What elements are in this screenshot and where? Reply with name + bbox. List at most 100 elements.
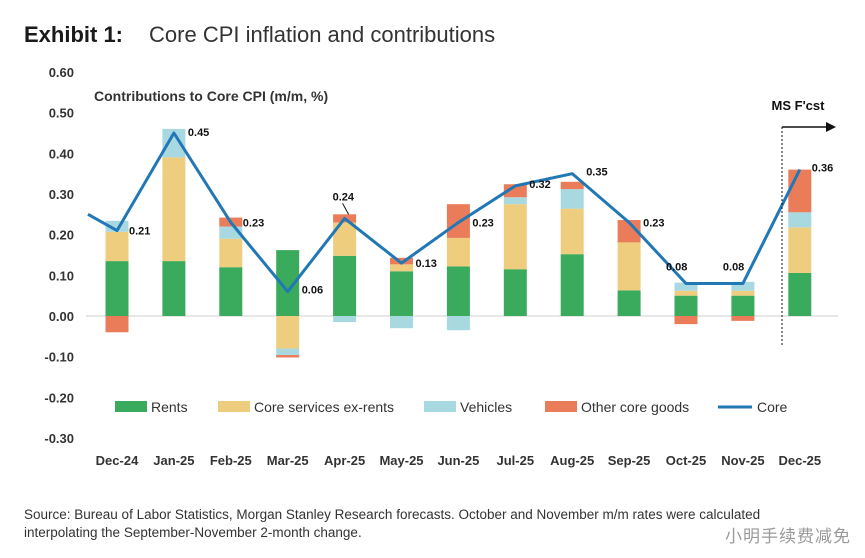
legend-label: Core services ex-rents bbox=[254, 399, 394, 415]
bar-segment bbox=[162, 261, 186, 316]
bar-segment bbox=[674, 282, 698, 291]
core-data-label: 0.35 bbox=[586, 167, 607, 179]
bar-segment bbox=[333, 316, 357, 323]
label-leader bbox=[342, 203, 350, 215]
bar-segment bbox=[105, 220, 129, 232]
bar-segment bbox=[617, 242, 641, 291]
legend-swatch bbox=[545, 401, 577, 412]
data-labels-group: 0.21 0.45 0.23 0.06 0.24 0.13 0.23 0.32 0.35 0.23… bbox=[129, 127, 833, 297]
core-data-label: 0.06 bbox=[302, 285, 323, 297]
bar-segment bbox=[390, 257, 413, 265]
bar-segment bbox=[105, 231, 129, 262]
y-tick-label: -0.30 bbox=[44, 431, 74, 446]
bar-segment bbox=[731, 281, 755, 291]
x-tick-label: Aug-25 bbox=[550, 453, 594, 468]
bar-segment bbox=[390, 271, 413, 316]
forecast-arrow-head bbox=[826, 122, 836, 132]
bar-segment bbox=[162, 128, 186, 158]
bar-segment bbox=[674, 295, 698, 316]
bar-segment bbox=[219, 238, 243, 268]
core-data-label: 0.23 bbox=[643, 217, 664, 229]
exhibit-header: Exhibit 1: Core CPI inflation and contri… bbox=[24, 22, 495, 56]
bar-segment bbox=[276, 250, 300, 316]
forecast-marker: MS F'cst bbox=[772, 98, 836, 345]
x-tick-label: Apr-25 bbox=[324, 453, 365, 468]
x-tick-label: May-25 bbox=[379, 453, 423, 468]
core-data-label: 0.08 bbox=[666, 261, 687, 273]
bar-segment bbox=[788, 227, 812, 273]
x-tick-label: Jul-25 bbox=[497, 453, 535, 468]
bar-segment bbox=[333, 255, 357, 316]
y-tick-label: 0.00 bbox=[49, 309, 74, 324]
y-tick-label: 0.10 bbox=[49, 268, 74, 283]
legend-swatch bbox=[115, 401, 147, 412]
legend-label: Vehicles bbox=[460, 399, 512, 415]
y-tick-label: 0.20 bbox=[49, 228, 74, 243]
core-data-label: 0.08 bbox=[723, 261, 744, 273]
x-tick-label: Dec-24 bbox=[96, 453, 139, 468]
core-data-label: 0.13 bbox=[416, 258, 437, 270]
bar-segment bbox=[560, 181, 584, 190]
bar-segment bbox=[617, 220, 641, 243]
y-tick-label: -0.10 bbox=[44, 350, 74, 365]
bar-segment bbox=[788, 272, 812, 316]
bar-segment bbox=[560, 189, 584, 209]
legend-label: Rents bbox=[151, 399, 188, 415]
x-tick-label: Jan-25 bbox=[153, 453, 194, 468]
source-note: Source: Bureau of Labor Statistics, Morg… bbox=[24, 507, 761, 540]
y-tick-label: 0.50 bbox=[49, 106, 74, 121]
bar-segment bbox=[162, 157, 186, 262]
bar-segment bbox=[674, 316, 698, 325]
x-tick-label: Feb-25 bbox=[210, 453, 252, 468]
bar-segment bbox=[731, 290, 755, 296]
exhibit-number: Exhibit 1: bbox=[24, 22, 124, 47]
chart-subtitle: Contributions to Core CPI (m/m, %) bbox=[94, 88, 328, 104]
watermark: 小明手续费减免 bbox=[725, 527, 851, 546]
bar-segment bbox=[503, 204, 527, 270]
x-tick-label: Jun-25 bbox=[437, 453, 479, 468]
legend: Rents Core services ex-rents Vehicles Other… bbox=[115, 399, 788, 415]
bar-segment bbox=[276, 316, 300, 349]
core-data-label: 0.24 bbox=[333, 191, 355, 203]
core-data-label: 0.32 bbox=[529, 179, 550, 191]
bar-segment bbox=[446, 266, 470, 316]
legend-swatch bbox=[218, 401, 250, 412]
bar-segment bbox=[446, 316, 470, 331]
legend-label: Core bbox=[757, 399, 788, 415]
bar-segment bbox=[333, 222, 357, 256]
legend-label: Other core goods bbox=[581, 399, 689, 415]
x-tick-label: Mar-25 bbox=[267, 453, 309, 468]
x-tick-label: Oct-25 bbox=[666, 453, 706, 468]
exhibit-title: Core CPI inflation and contributions bbox=[149, 22, 496, 47]
bars-group bbox=[105, 128, 812, 358]
bar-segment bbox=[674, 290, 698, 296]
bar-segment bbox=[503, 269, 527, 316]
core-data-label: 0.45 bbox=[188, 127, 209, 139]
bar-segment bbox=[788, 169, 812, 213]
x-axis: Dec-24 Jan-25 Feb-25 Mar-25 Apr-25 May-25 Jun-… bbox=[96, 453, 821, 468]
legend-swatch bbox=[424, 401, 456, 412]
bar-segment bbox=[788, 212, 812, 228]
bar-segment bbox=[731, 295, 755, 316]
core-data-label: 0.21 bbox=[129, 226, 150, 238]
x-tick-label: Dec-25 bbox=[778, 453, 821, 468]
bar-segment bbox=[560, 254, 584, 316]
bar-segment bbox=[105, 316, 129, 333]
core-cpi-chart: Contributions to Core CPI (m/m, %) 0.60 0… bbox=[44, 65, 838, 468]
bar-segment bbox=[390, 264, 413, 272]
bar-segment bbox=[446, 237, 470, 267]
x-tick-label: Sep-25 bbox=[608, 453, 651, 468]
bar-segment bbox=[219, 267, 243, 316]
core-data-label: 0.23 bbox=[472, 217, 493, 229]
bar-segment bbox=[560, 208, 584, 255]
core-line bbox=[87, 131, 802, 294]
y-tick-label: 0.30 bbox=[49, 187, 74, 202]
bar-segment bbox=[503, 197, 527, 205]
bar-segment bbox=[276, 355, 300, 358]
bar-segment bbox=[390, 316, 413, 329]
bar-segment bbox=[731, 316, 755, 321]
bar-segment bbox=[276, 348, 300, 356]
bar-segment bbox=[503, 184, 527, 198]
core-line-group bbox=[87, 131, 802, 294]
x-tick-label: Nov-25 bbox=[721, 453, 764, 468]
